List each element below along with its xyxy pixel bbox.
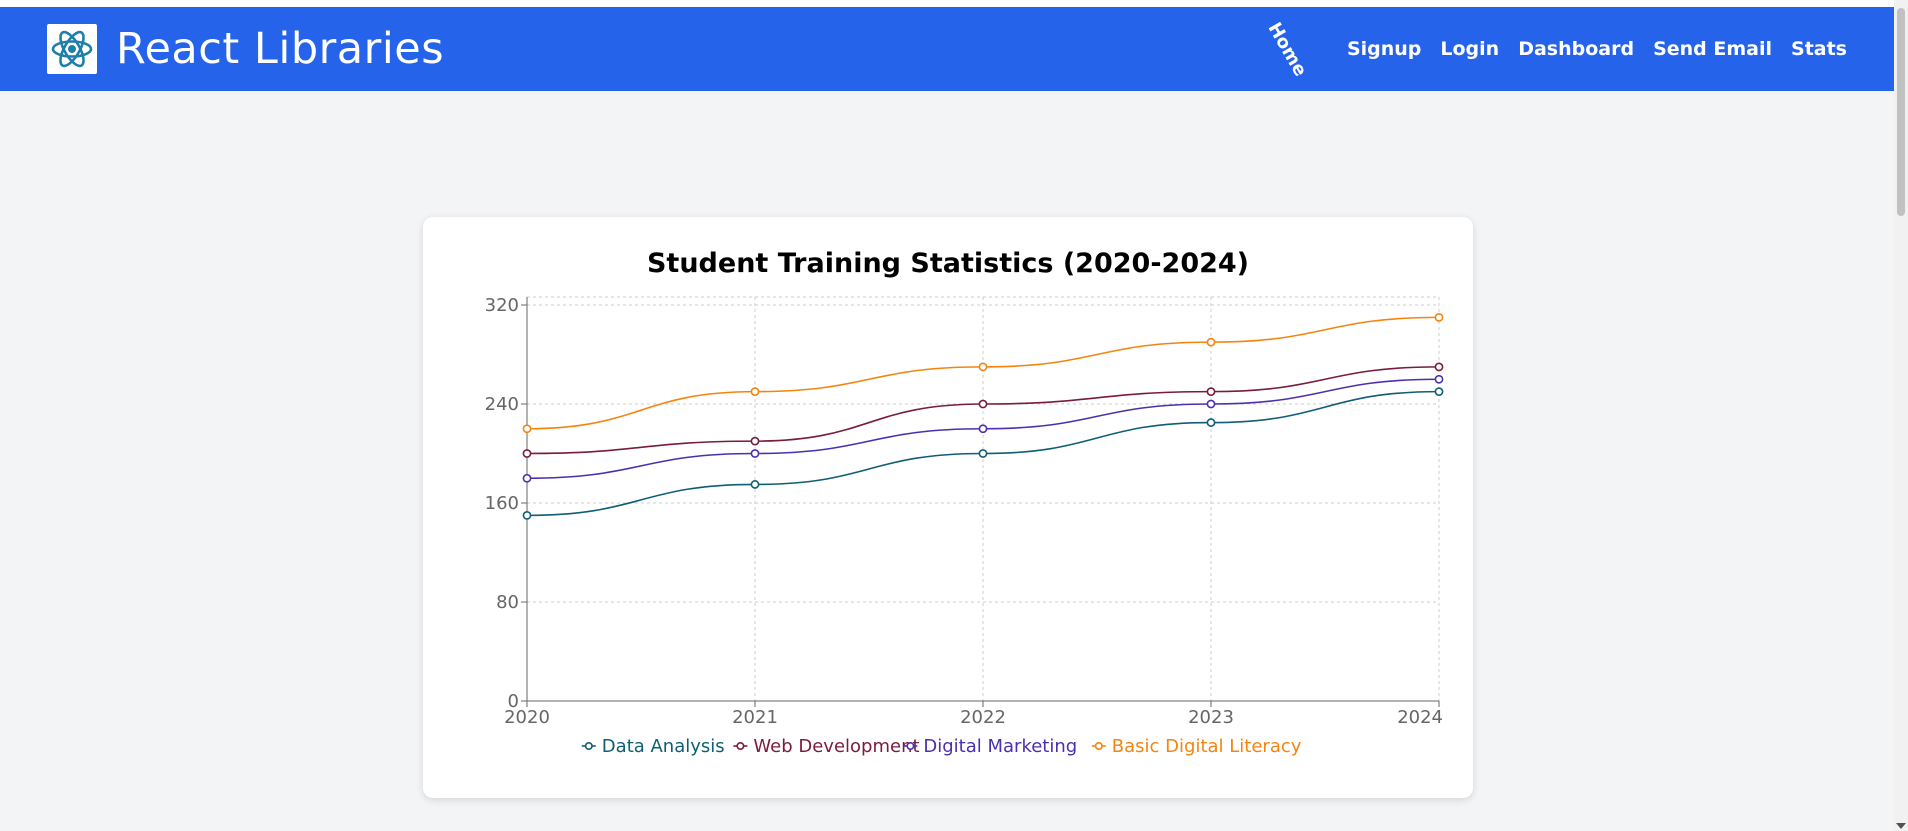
x-tick-label: 2022 bbox=[960, 707, 1006, 728]
data-point bbox=[750, 480, 760, 489]
data-point bbox=[750, 387, 760, 397]
data-point bbox=[1434, 362, 1444, 372]
data-point bbox=[750, 449, 760, 458]
chart-card: Student Training Statistics (2020-2024) … bbox=[423, 217, 1473, 798]
data-point bbox=[1206, 337, 1216, 347]
react-logo-icon bbox=[47, 24, 97, 74]
data-point bbox=[1434, 312, 1444, 322]
data-point bbox=[522, 449, 532, 458]
data-point bbox=[978, 449, 988, 458]
navbar: React Libraries Home Signup Login Dashbo… bbox=[0, 7, 1894, 91]
data-point bbox=[1434, 387, 1444, 397]
legend-marker-point bbox=[906, 741, 915, 750]
nav-home-link[interactable]: Home bbox=[1263, 18, 1311, 80]
legend-marker-point bbox=[584, 741, 593, 750]
legend-label: Data Analysis bbox=[602, 736, 725, 757]
y-tick-label: 160 bbox=[485, 493, 519, 514]
nav-signup-link[interactable]: Signup bbox=[1346, 38, 1422, 60]
x-tick-label: 2024 bbox=[1397, 707, 1443, 728]
legend-marker-point bbox=[736, 741, 745, 750]
brand-name: React Libraries bbox=[116, 24, 445, 74]
nav-stats-link[interactable]: Stats bbox=[1791, 38, 1847, 60]
data-point bbox=[978, 362, 988, 372]
top-strip bbox=[0, 0, 1894, 7]
scroll-down-arrow-icon[interactable] bbox=[1896, 823, 1906, 829]
x-tick-label: 2023 bbox=[1188, 707, 1234, 728]
nav-links: Home Signup Login Dashboard Send Email S… bbox=[1239, 7, 1847, 91]
y-tick-label: 240 bbox=[485, 394, 519, 415]
y-tick-label: 80 bbox=[496, 592, 519, 613]
y-tick-label: 0 bbox=[508, 691, 519, 712]
data-point bbox=[750, 436, 760, 446]
data-point bbox=[522, 510, 532, 520]
data-point bbox=[522, 473, 532, 483]
chart-title: Student Training Statistics (2020-2024) bbox=[646, 248, 1250, 279]
scrollbar-thumb[interactable] bbox=[1897, 8, 1905, 216]
data-point bbox=[1206, 399, 1216, 409]
nav-login-link[interactable]: Login bbox=[1440, 38, 1500, 60]
legend-label: Web Development bbox=[753, 736, 919, 757]
data-point bbox=[978, 424, 988, 434]
legend-marker-point bbox=[1094, 741, 1103, 750]
data-point bbox=[978, 399, 988, 409]
x-tick-label: 2020 bbox=[504, 707, 550, 728]
line-chart: 0 80 160 240 320 2020 2021 2022 2023 2024 Data Ana… bbox=[485, 295, 1444, 757]
nav-dashboard-link[interactable]: Dashboard bbox=[1518, 38, 1635, 60]
nav-send-email-link[interactable]: Send Email bbox=[1653, 38, 1773, 60]
brand[interactable]: React Libraries bbox=[47, 24, 444, 74]
legend-label: Basic Digital Literacy bbox=[1112, 736, 1302, 757]
series-line bbox=[526, 366, 1440, 455]
data-point bbox=[522, 424, 532, 434]
data-point bbox=[1434, 374, 1444, 384]
data-point bbox=[1206, 387, 1216, 397]
y-tick-label: 320 bbox=[485, 295, 519, 316]
x-tick-label: 2021 bbox=[732, 707, 778, 728]
legend-label: Digital Marketing bbox=[923, 736, 1077, 757]
data-point bbox=[1206, 418, 1216, 427]
scrollbar[interactable] bbox=[1894, 0, 1908, 831]
